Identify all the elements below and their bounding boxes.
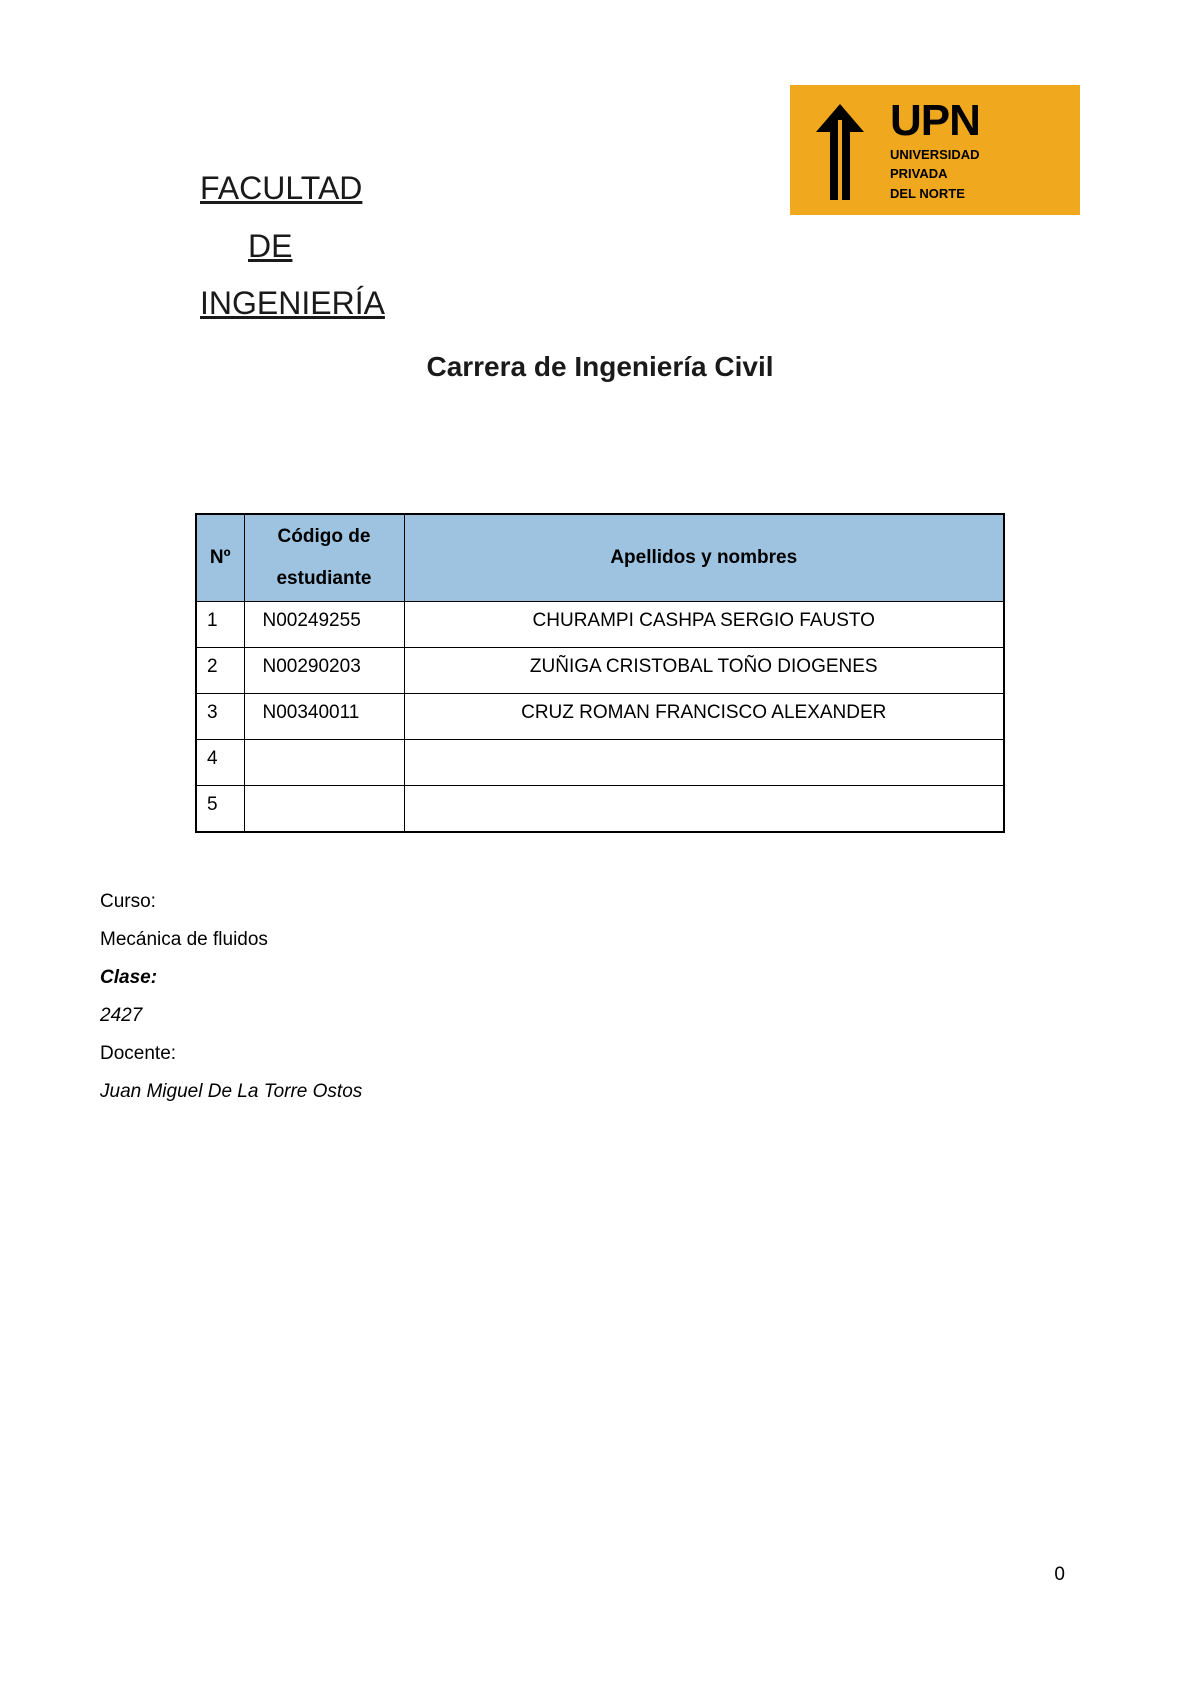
cell-code [244, 786, 404, 832]
university-logo: UPN UNIVERSIDAD PRIVADA DEL NORTE [790, 85, 1080, 215]
col-header-code: Código de estudiante [244, 514, 404, 602]
logo-line3: DEL NORTE [890, 186, 980, 202]
cell-name [404, 740, 1004, 786]
cell-number: 2 [196, 648, 244, 694]
cell-name: CHURAMPI CASHPA SERGIO FAUSTO [404, 602, 1004, 648]
docente-value: Juan Miguel De La Torre Ostos [100, 1073, 1080, 1111]
cell-code [244, 740, 404, 786]
cell-name: ZUÑIGA CRISTOBAL TOÑO DIOGENES [404, 648, 1004, 694]
cell-name [404, 786, 1004, 832]
document-page: UPN UNIVERSIDAD PRIVADA DEL NORTE FACULT… [0, 0, 1200, 1696]
curso-label: Curso: [100, 883, 1080, 921]
cell-code: N00249255 [244, 602, 404, 648]
table-header-row: Nº Código de estudiante Apellidos y nomb… [196, 514, 1004, 602]
logo-arrow-icon [802, 100, 882, 200]
col-header-name: Apellidos y nombres [404, 514, 1004, 602]
table-row: 3 N00340011 CRUZ ROMAN FRANCISCO ALEXAND… [196, 694, 1004, 740]
cell-code: N00340011 [244, 694, 404, 740]
curso-value: Mecánica de fluidos [100, 921, 1080, 959]
table-row: 2 N00290203 ZUÑIGA CRISTOBAL TOÑO DIOGEN… [196, 648, 1004, 694]
table-row: 1 N00249255 CHURAMPI CASHPA SERGIO FAUST… [196, 602, 1004, 648]
clase-label: Clase: [100, 959, 1080, 997]
col-header-number: Nº [196, 514, 244, 602]
cell-code: N00290203 [244, 648, 404, 694]
page-number: 0 [1054, 1564, 1065, 1586]
cell-name: CRUZ ROMAN FRANCISCO ALEXANDER [404, 694, 1004, 740]
clase-value: 2427 [100, 997, 1080, 1035]
course-info: Curso: Mecánica de fluidos Clase: 2427 D… [100, 883, 1080, 1111]
docente-label: Docente: [100, 1035, 1080, 1073]
cell-number: 5 [196, 786, 244, 832]
logo-line1: UNIVERSIDAD [890, 147, 980, 163]
faculty-line3: INGENIERÍA [200, 275, 1080, 333]
logo-text-block: UPN UNIVERSIDAD PRIVADA DEL NORTE [890, 99, 980, 202]
faculty-line2: DE [248, 218, 1080, 276]
table-row: 5 [196, 786, 1004, 832]
cell-number: 3 [196, 694, 244, 740]
cell-number: 1 [196, 602, 244, 648]
logo-abbr: UPN [890, 99, 980, 143]
students-table: Nº Código de estudiante Apellidos y nomb… [195, 513, 1005, 833]
logo-line2: PRIVADA [890, 166, 980, 182]
career-title: Carrera de Ingeniería Civil [120, 351, 1080, 383]
cell-number: 4 [196, 740, 244, 786]
students-table-container: Nº Código de estudiante Apellidos y nomb… [195, 513, 1080, 833]
table-row: 4 [196, 740, 1004, 786]
col-header-code-text: Código de estudiante [245, 516, 404, 600]
